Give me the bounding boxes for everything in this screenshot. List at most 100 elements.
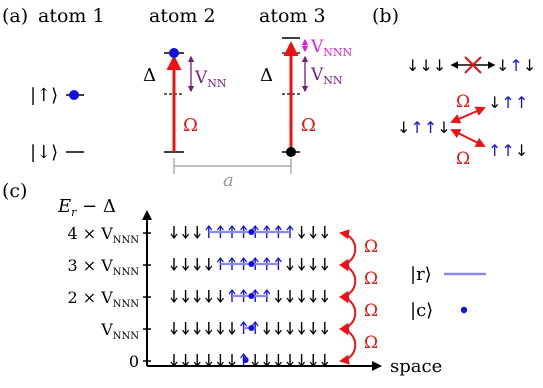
panel-b-label: (b): [372, 5, 399, 27]
spin-row: [170, 257, 329, 271]
atom2-vnn-label: VNN: [194, 68, 227, 90]
spin-up-head: [251, 225, 259, 231]
spin-down-head: [298, 329, 306, 335]
spin-down-head: [216, 361, 224, 367]
center-dot: [248, 229, 255, 235]
spacing-label: a: [223, 170, 234, 191]
spin-down-head: [182, 329, 190, 335]
spin-down-head: [298, 233, 306, 239]
spin-up-head: [228, 289, 236, 295]
spin-down-head: [309, 329, 317, 335]
atom2-delta-label: Δ: [143, 65, 156, 86]
spin-row: [170, 225, 329, 239]
spin-down-head: [193, 297, 201, 303]
energy-tick-label: 2 × VNNN: [67, 288, 139, 310]
spin-down-head: [228, 361, 236, 367]
c-omega-arrow-1: [339, 229, 357, 269]
atom1-up-dot: [69, 90, 79, 100]
spin-up-head: [274, 225, 282, 231]
spin-down-head: [286, 265, 294, 271]
spin-up-head: [216, 257, 224, 263]
legend-c-label: |c⟩: [410, 300, 433, 321]
spin-up-head: [251, 257, 259, 263]
spin-up-head: [274, 257, 282, 263]
legend-r-label: |r⟩: [410, 264, 432, 285]
spin-down-head: [274, 297, 282, 303]
atom3-vnnn-label: VNNN: [310, 37, 353, 59]
spin-up-head: [263, 225, 271, 231]
b-state-left-pair: ↑↑↓: [488, 141, 528, 160]
ket-down-label: |↓⟩: [30, 142, 58, 163]
spin-down-head: [309, 265, 317, 271]
atom3-omega-label: Ω: [301, 115, 316, 136]
spin-down-head: [286, 297, 294, 303]
energy-tick-label: 4 × VNNN: [67, 224, 139, 246]
spin-down-head: [274, 329, 282, 335]
ket-up-label: |↑⟩: [30, 85, 58, 106]
c-omega-arrow-2: [339, 261, 357, 301]
energy-tick-label: 3 × VNNN: [67, 256, 139, 278]
center-dot: [242, 357, 249, 363]
center-dot: [248, 325, 255, 331]
spin-down-head: [182, 233, 190, 239]
spin-up-head: [216, 225, 224, 231]
spin-down-head: [298, 361, 306, 367]
b-state-right-pair: ↓↑↑: [488, 93, 528, 112]
spin-up-head: [240, 289, 248, 295]
atom3-vnn-label: VNN: [310, 65, 343, 87]
spin-down-head: [205, 265, 213, 271]
atom2-up-dot: [169, 48, 179, 58]
spin-down-head: [263, 329, 271, 335]
spin-down-head: [298, 265, 306, 271]
energy-tick-label: VNNN: [100, 320, 139, 342]
spin-down-head: [228, 329, 236, 335]
spin-down-head: [193, 361, 201, 367]
space-axis-label: space: [390, 356, 442, 377]
panel-c-label: (c): [2, 180, 27, 202]
b-omega-lower: Ω: [456, 149, 470, 169]
spin-row: [170, 321, 329, 335]
spin-down-head: [170, 361, 178, 367]
spin-down-head: [205, 297, 213, 303]
spin-down-head: [309, 233, 317, 239]
center-dot: [248, 293, 255, 299]
spin-down-head: [216, 329, 224, 335]
panel-b: (b) ↓↓↓ ↓↑↓ ↓↑↑↓ Ω Ω ↓↑↑ ↑↑↓: [372, 5, 536, 169]
atom-3-label: atom 3: [259, 5, 326, 27]
spin-down-head: [309, 297, 317, 303]
spin-row: [170, 289, 329, 303]
atom2-omega-label: Ω: [183, 115, 198, 136]
spin-down-head: [309, 361, 317, 367]
c-omega-arrow-4: [339, 325, 357, 365]
atom3-down-dot: [286, 147, 296, 157]
spin-up-head: [251, 321, 259, 327]
spin-up-head: [240, 257, 248, 263]
spin-up-head: [240, 225, 248, 231]
b-cross-2: [464, 56, 482, 74]
spin-up-head: [228, 257, 236, 263]
b-omega-arrow-lower: [450, 129, 486, 147]
spin-down-head: [193, 233, 201, 239]
spin-down-head: [321, 329, 329, 335]
spin-down-head: [205, 329, 213, 335]
c-omega-arrow-3: [339, 293, 357, 333]
spin-down-head: [274, 361, 282, 367]
spin-up-head: [286, 225, 294, 231]
c-omega-1: Ω: [364, 237, 378, 257]
spin-down-head: [263, 361, 271, 367]
spin-down-head: [182, 297, 190, 303]
center-dot: [248, 261, 255, 267]
spin-up-head: [228, 225, 236, 231]
b-state-single-up-top: ↓↑↓: [496, 56, 536, 75]
spin-up-head: [251, 289, 259, 295]
b-state-single-up: ↓↑↑↓: [397, 118, 451, 137]
spin-down-head: [298, 297, 306, 303]
spin-down-head: [205, 361, 213, 367]
spin-down-head: [286, 361, 294, 367]
spin-down-head: [251, 361, 259, 367]
c-omega-4: Ω: [364, 333, 378, 353]
b-state-all-down: ↓↓↓: [406, 56, 446, 75]
spin-up-head: [263, 257, 271, 263]
spin-down-head: [182, 361, 190, 367]
